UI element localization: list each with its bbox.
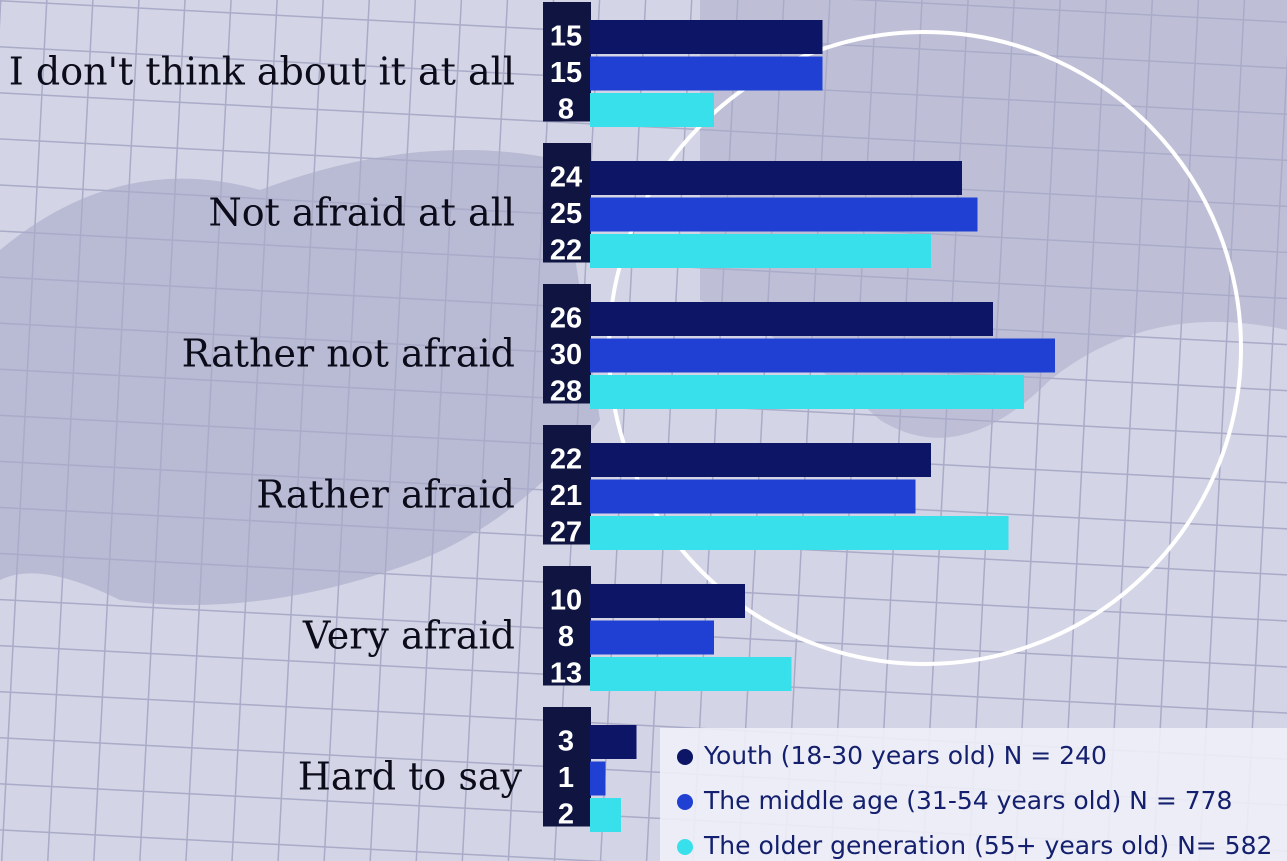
value-label: 15 <box>550 21 582 53</box>
label-box <box>543 566 591 686</box>
legend-label: The older generation (55+ years old) N= … <box>703 831 1272 860</box>
value-label: 22 <box>550 444 582 476</box>
value-label: 15 <box>550 57 582 89</box>
value-label: 28 <box>550 376 582 408</box>
label-box <box>543 284 591 404</box>
value-label: 25 <box>550 198 582 230</box>
category-label: I don't think about it at all <box>9 49 515 93</box>
value-label: 30 <box>550 339 582 371</box>
bar <box>590 93 714 127</box>
bar <box>590 584 745 618</box>
value-label: 27 <box>550 517 582 549</box>
value-label: 1 <box>558 762 574 794</box>
bar <box>590 338 1055 373</box>
value-label: 3 <box>558 726 574 758</box>
legend-marker <box>677 794 693 810</box>
bar <box>590 302 993 336</box>
bar <box>590 657 792 691</box>
legend-marker <box>677 839 693 855</box>
legend-box <box>660 728 1287 861</box>
category-label: Not afraid at all <box>208 190 515 234</box>
value-label: 2 <box>558 799 574 831</box>
legend-label: Youth (18-30 years old) N = 240 <box>703 741 1107 770</box>
value-label: 24 <box>550 162 582 194</box>
label-box <box>543 425 591 545</box>
value-label: 8 <box>558 621 574 653</box>
bar <box>590 375 1024 409</box>
value-label: 8 <box>558 94 574 126</box>
bar <box>590 234 931 268</box>
value-label: 26 <box>550 303 582 335</box>
value-label: 13 <box>550 658 582 690</box>
bar <box>590 761 606 796</box>
category-label: Rather afraid <box>256 472 515 516</box>
bar <box>590 479 916 514</box>
value-label: 10 <box>550 585 582 617</box>
bar <box>590 161 962 195</box>
category-label: Very afraid <box>302 613 515 657</box>
category-label: Hard to say <box>298 754 523 798</box>
legend-marker <box>677 749 693 765</box>
bar <box>590 197 978 232</box>
bar <box>590 620 714 655</box>
value-label: 21 <box>550 480 582 512</box>
bar <box>590 798 621 832</box>
value-label: 22 <box>550 235 582 267</box>
bar <box>590 516 1009 550</box>
label-box <box>543 707 591 827</box>
bar <box>590 443 931 477</box>
bar <box>590 56 823 91</box>
category-label: Rather not afraid <box>182 331 515 375</box>
legend-label: The middle age (31-54 years old) N = 778 <box>703 786 1232 815</box>
bar <box>590 20 823 54</box>
label-box <box>543 143 591 263</box>
bar <box>590 725 637 759</box>
label-box <box>543 2 591 122</box>
